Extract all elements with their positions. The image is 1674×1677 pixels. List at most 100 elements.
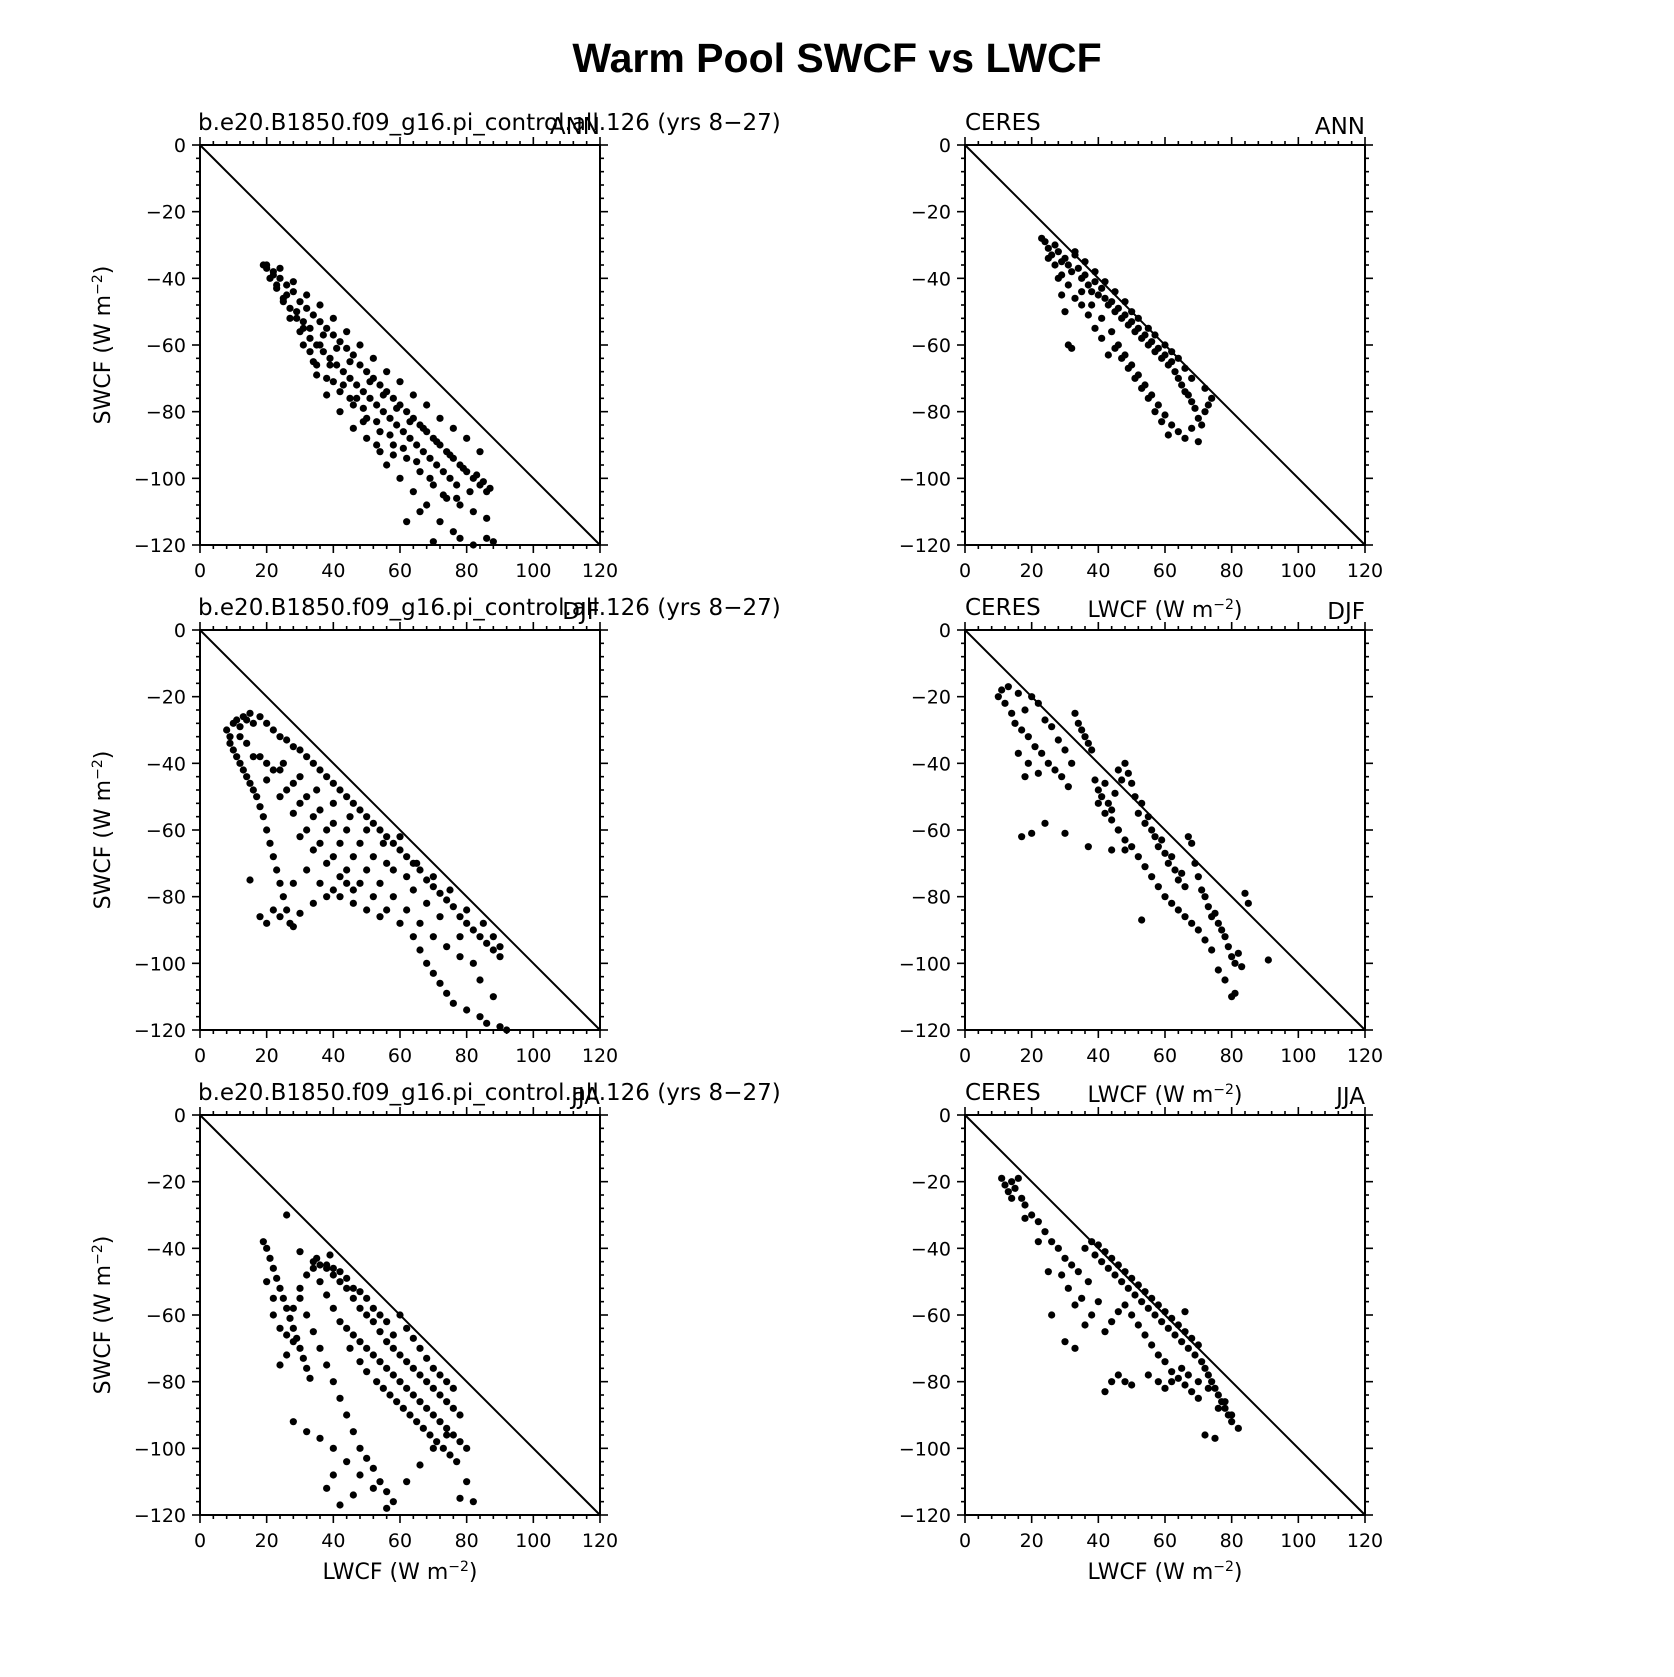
data-point: [269, 766, 277, 774]
y-axis-title-text: SWCF (W m: [91, 780, 116, 910]
data-point: [443, 1431, 451, 1439]
data-point: [346, 813, 354, 821]
data-point: [1128, 1274, 1136, 1282]
data-point: [413, 458, 421, 466]
data-point: [269, 1311, 277, 1319]
data-point: [1061, 1254, 1069, 1262]
x-axis-title: LWCF (W m−2): [1088, 597, 1243, 623]
data-point: [1071, 248, 1079, 256]
data-point: [489, 538, 497, 546]
data-point: [1114, 766, 1122, 774]
data-point: [399, 428, 407, 436]
data-point: [1174, 1374, 1182, 1382]
data-point: [489, 933, 497, 941]
x-tick-label: 0: [194, 1530, 206, 1552]
data-point: [1118, 1278, 1126, 1286]
data-point: [1204, 401, 1212, 409]
data-point: [469, 959, 477, 967]
data-point: [1164, 1324, 1172, 1332]
data-point: [1198, 886, 1206, 894]
data-point: [1188, 398, 1196, 406]
data-point: [1181, 913, 1189, 921]
data-point: [1148, 873, 1156, 881]
data-point: [329, 1378, 337, 1386]
data-point: [1181, 1328, 1189, 1336]
data-point: [246, 876, 254, 884]
data-point: [1111, 1271, 1119, 1279]
y-tick-label: −120: [134, 535, 186, 557]
data-point: [1014, 1174, 1022, 1182]
x-axis-title-exponent: −2: [1213, 597, 1234, 613]
data-point: [456, 933, 464, 941]
data-point: [356, 341, 364, 349]
data-point: [436, 913, 444, 921]
x-tick-label: 100: [515, 560, 551, 582]
data-point: [1028, 829, 1036, 837]
data-point: [353, 381, 361, 389]
data-point: [309, 311, 317, 319]
data-point: [429, 969, 437, 977]
data-point: [323, 773, 331, 781]
data-point: [1098, 793, 1106, 801]
y-tick-label: −100: [899, 1438, 951, 1460]
data-point: [489, 993, 497, 1001]
data-point: [316, 766, 324, 774]
data-point: [339, 381, 347, 389]
panel-left-label: b.e20.B1850.f09_g16.pi_control.all.126 (…: [198, 595, 781, 621]
y-axis-title-text: SWCF (W m: [91, 295, 116, 425]
data-point: [276, 1324, 284, 1332]
data-point: [329, 1444, 337, 1452]
x-axis-title: LWCF (W m−2): [323, 1559, 478, 1585]
panel-right-label: ANN: [1315, 114, 1365, 140]
data-point: [1228, 953, 1236, 961]
data-point: [429, 883, 437, 891]
data-point: [1081, 1321, 1089, 1329]
data-point: [496, 1023, 504, 1031]
data-point: [1191, 859, 1199, 867]
data-point: [436, 1391, 444, 1399]
y-tick-label: −80: [146, 887, 186, 909]
data-point: [403, 518, 411, 526]
data-point: [233, 753, 241, 761]
data-point: [1054, 248, 1062, 256]
panel-left-label: CERES: [965, 595, 1041, 621]
data-point: [1151, 408, 1159, 416]
data-point: [376, 428, 384, 436]
data-point: [1184, 1344, 1192, 1352]
data-point: [359, 388, 367, 396]
data-point: [276, 264, 284, 272]
data-point: [416, 1371, 424, 1379]
data-point: [483, 1019, 491, 1027]
y-tick-label: −120: [899, 1020, 951, 1042]
ticks: [192, 137, 608, 553]
data-point: [283, 786, 291, 794]
data-point: [389, 893, 397, 901]
data-point: [1121, 1378, 1129, 1386]
data-point: [289, 278, 297, 286]
data-point: [316, 318, 324, 326]
data-point: [253, 793, 261, 801]
data-point: [1051, 241, 1059, 249]
data-point: [346, 358, 354, 366]
data-point: [393, 404, 401, 412]
y-tick-label: −40: [911, 753, 951, 775]
data-point: [1101, 1388, 1109, 1396]
y-tick-label: 0: [174, 135, 186, 157]
data-point: [379, 408, 387, 416]
scatter-points: [259, 1211, 477, 1512]
y-tick-label: −60: [146, 335, 186, 357]
data-point: [419, 448, 427, 456]
data-point: [356, 1444, 364, 1452]
data-point: [416, 946, 424, 954]
data-point: [459, 464, 467, 472]
data-point: [1164, 859, 1172, 867]
data-point: [236, 723, 244, 731]
ticks: [192, 1107, 608, 1523]
data-point: [329, 1264, 337, 1272]
data-point: [1108, 1318, 1116, 1326]
data-point: [1151, 331, 1159, 339]
data-point: [463, 1444, 471, 1452]
data-point: [1021, 1214, 1029, 1222]
data-point: [246, 779, 254, 787]
data-point: [376, 1358, 384, 1366]
